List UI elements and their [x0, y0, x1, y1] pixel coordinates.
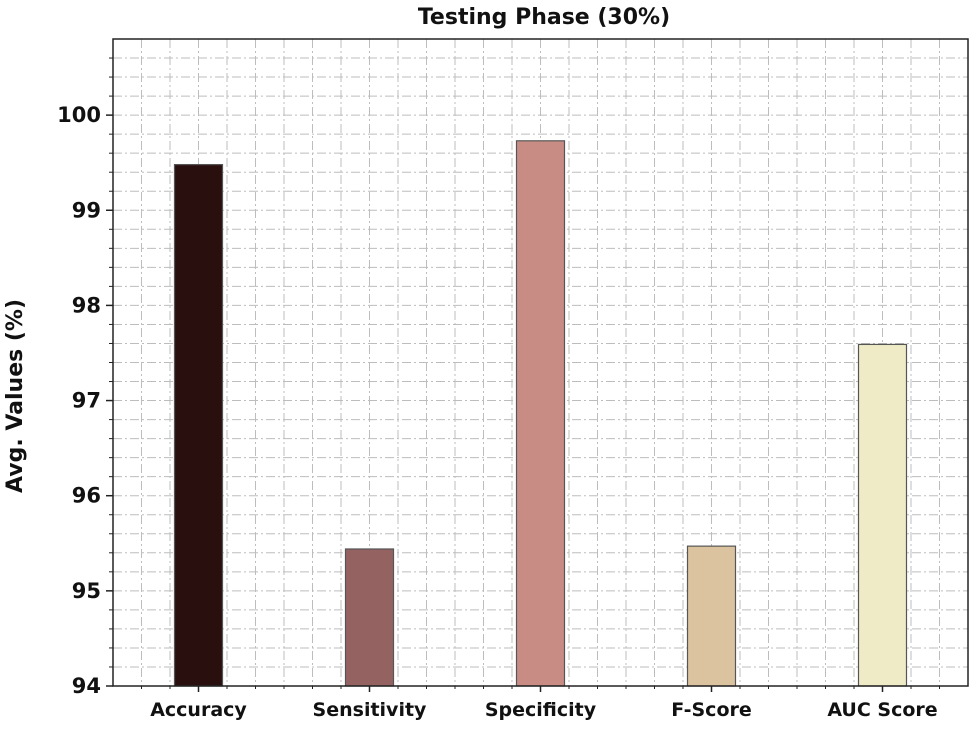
bars	[173, 140, 908, 687]
y-axis-ticks: 94 95 96 97 98 99 100	[57, 57, 113, 698]
x-axis-ticks: Accuracy Sensitivity Specificity F-Score AUC…	[141, 686, 940, 721]
y-axis-label: Avg. Values (%)	[3, 299, 28, 493]
bar-specificity	[515, 140, 566, 687]
y-tick-label: 94	[72, 674, 101, 698]
bar-auc-score	[857, 343, 908, 687]
y-tick-label: 99	[72, 198, 101, 222]
x-tick-label: Specificity	[485, 699, 597, 721]
y-tick-label: 95	[72, 579, 101, 603]
y-tick-label: 97	[72, 389, 101, 413]
bar-sensitivity	[344, 548, 395, 687]
y-tick-label: 98	[72, 293, 101, 317]
x-tick-label: F-Score	[671, 699, 752, 721]
x-tick-label: Sensitivity	[313, 699, 427, 721]
y-tick-label: 96	[72, 484, 101, 508]
plot-frame	[112, 38, 969, 687]
x-tick-label: Accuracy	[150, 699, 247, 721]
x-tick-label: AUC Score	[827, 699, 937, 721]
bar-accuracy	[173, 163, 224, 687]
chart-title: Testing Phase (30%)	[418, 5, 670, 30]
y-tick-label: 100	[57, 103, 101, 127]
bar-f-score	[686, 545, 737, 687]
